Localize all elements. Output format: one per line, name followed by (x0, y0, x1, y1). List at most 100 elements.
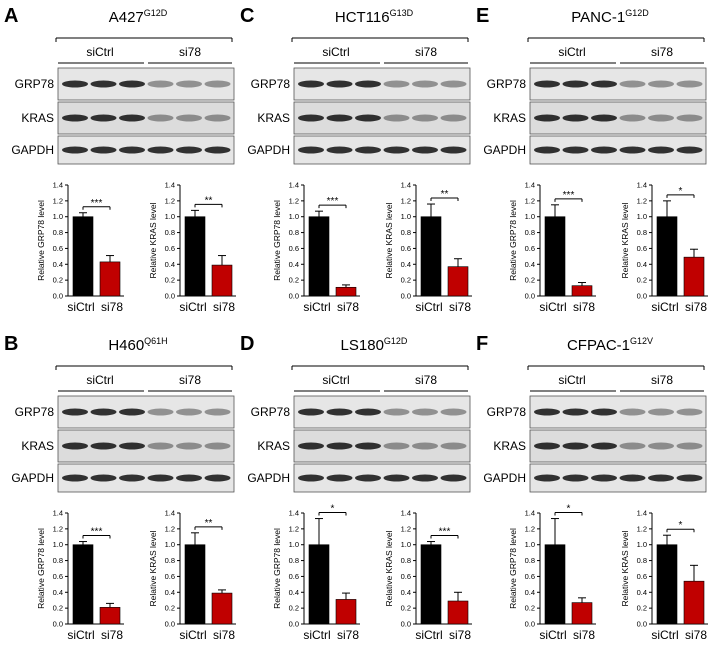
significance: * (567, 504, 571, 515)
band (591, 408, 617, 416)
band (326, 442, 353, 450)
blot-label: GRP78 (251, 77, 291, 91)
y-tick-label: 1.0 (165, 212, 175, 221)
y-axis-label: Relative GRP78 level (36, 528, 46, 609)
bar (656, 216, 678, 297)
blot-label: KRAS (257, 439, 290, 453)
band (440, 146, 467, 154)
group-label: si78 (651, 45, 673, 59)
y-tick-label: 0.0 (165, 292, 175, 301)
band (648, 114, 674, 122)
band (90, 474, 117, 482)
band (62, 408, 88, 416)
blot-label: GAPDH (247, 143, 290, 157)
band (676, 442, 703, 450)
band (176, 408, 202, 416)
mutation: G13D (390, 8, 414, 18)
band (355, 80, 381, 88)
panel-title: CFPAC-1G12V (567, 336, 653, 354)
bar (571, 602, 593, 625)
band (619, 408, 646, 416)
band (440, 80, 467, 88)
bar (72, 544, 94, 625)
panel-letter: F (476, 333, 488, 355)
bar (571, 285, 593, 297)
blot-label: GAPDH (483, 143, 526, 157)
band (298, 146, 324, 154)
blot-label: KRAS (493, 111, 526, 125)
x-tick-label: siCtrl (539, 300, 566, 314)
band (534, 442, 560, 450)
group-label: si78 (651, 373, 673, 387)
x-tick-label: si78 (101, 628, 123, 642)
mutation: Q61H (144, 336, 168, 346)
band (440, 474, 467, 482)
y-tick-label: 1.4 (401, 181, 411, 190)
y-tick-label: 1.2 (637, 196, 647, 205)
band (176, 474, 202, 482)
mutation: G12D (625, 8, 649, 18)
y-tick-label: 0.0 (289, 292, 299, 301)
y-tick-label: 0.0 (165, 620, 175, 629)
y-axis-label: Relative KRAS level (384, 202, 394, 278)
y-tick-label: 1.4 (289, 509, 299, 518)
y-tick-label: 0.6 (53, 572, 63, 581)
band (412, 474, 438, 482)
band (562, 146, 589, 154)
y-tick-label: 1.0 (401, 212, 411, 221)
blot-label: GRP78 (15, 77, 55, 91)
x-tick-label: si78 (685, 628, 707, 642)
y-tick-label: 0.4 (525, 588, 535, 597)
significance: *** (439, 527, 451, 538)
band (648, 474, 674, 482)
y-tick-label: 0.4 (53, 260, 63, 269)
y-tick-label: 0.2 (53, 276, 63, 285)
group-label: si78 (415, 373, 437, 387)
band (412, 80, 438, 88)
y-tick-label: 0.0 (637, 292, 647, 301)
band (591, 146, 617, 154)
significance: * (679, 186, 683, 197)
blot-label: GAPDH (483, 471, 526, 485)
band (534, 146, 560, 154)
group-label: siCtrl (322, 373, 349, 387)
y-tick-label: 0.8 (165, 556, 175, 565)
blot-label: KRAS (493, 439, 526, 453)
band (355, 474, 381, 482)
bar (683, 256, 705, 297)
y-axis-label: Relative GRP78 level (36, 200, 46, 281)
y-tick-label: 1.2 (53, 524, 63, 533)
bar (656, 544, 678, 625)
band (562, 80, 589, 88)
band (147, 474, 174, 482)
y-tick-label: 0.2 (165, 276, 175, 285)
band (326, 474, 353, 482)
x-tick-label: si78 (213, 628, 235, 642)
panel-letter: B (4, 333, 18, 355)
y-tick-label: 0.8 (53, 556, 63, 565)
band (676, 408, 703, 416)
bar (544, 544, 566, 625)
band (326, 80, 353, 88)
band (355, 114, 381, 122)
y-tick-label: 0.0 (525, 620, 535, 629)
y-tick-label: 0.8 (525, 556, 535, 565)
y-tick-label: 0.8 (401, 556, 411, 565)
y-tick-label: 0.8 (401, 228, 411, 237)
band (619, 474, 646, 482)
bar (308, 216, 330, 297)
band (298, 114, 324, 122)
band (204, 408, 231, 416)
band (383, 442, 410, 450)
x-tick-label: siCtrl (303, 300, 330, 314)
y-axis-label: Relative KRAS level (384, 530, 394, 606)
band (412, 114, 438, 122)
bar (420, 544, 442, 625)
blot-label: KRAS (257, 111, 290, 125)
panel-letter: D (240, 333, 254, 355)
y-tick-label: 0.6 (401, 244, 411, 253)
x-tick-label: siCtrl (415, 300, 442, 314)
band (383, 80, 410, 88)
band (298, 474, 324, 482)
band (534, 408, 560, 416)
